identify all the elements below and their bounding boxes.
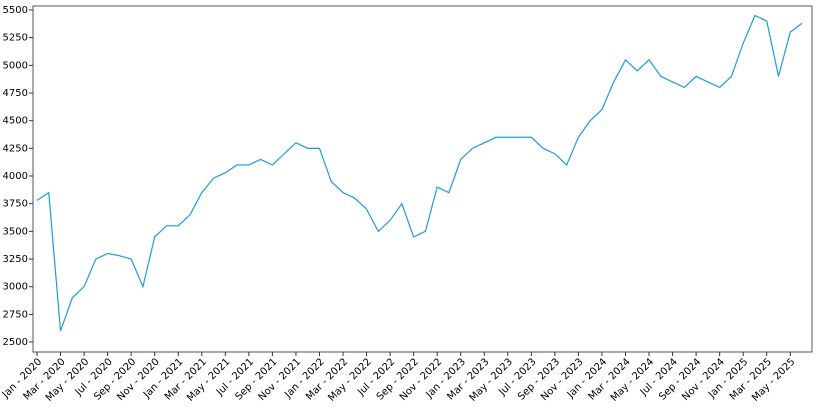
y-tick-label: 3500 xyxy=(3,226,28,237)
series-line xyxy=(36,14,803,332)
y-tick-label: 5250 xyxy=(3,33,28,44)
y-tick-label: 3250 xyxy=(3,254,28,265)
y-tick-label: 2750 xyxy=(3,309,28,320)
y-tick-label: 4500 xyxy=(3,116,28,127)
plot-frame xyxy=(32,5,813,353)
y-tick-label: 5500 xyxy=(3,5,28,16)
y-tick-label: 5000 xyxy=(3,60,28,71)
y-tick-label: 4250 xyxy=(3,143,28,154)
y-tick-label: 3000 xyxy=(3,282,28,293)
y-tick-label: 4000 xyxy=(3,171,28,182)
y-tick-label: 3750 xyxy=(3,199,28,210)
y-tick-label: 4750 xyxy=(3,88,28,99)
y-tick-label: 2500 xyxy=(3,337,28,348)
